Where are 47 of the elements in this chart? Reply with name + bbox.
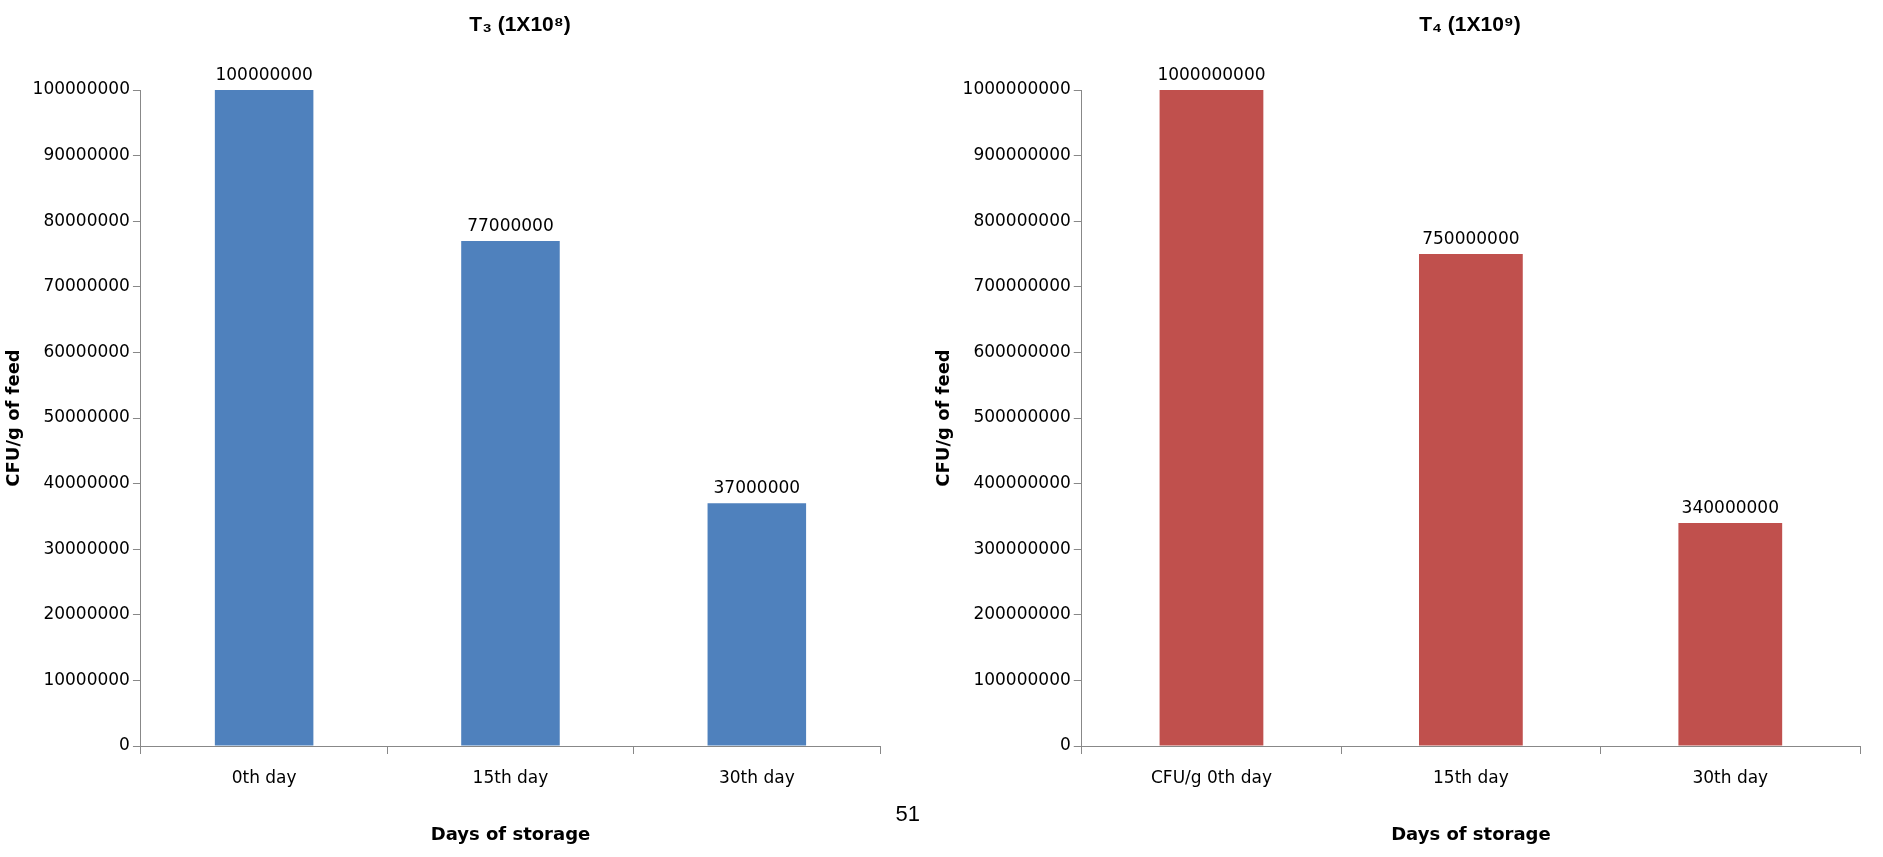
y-tick-label: 40000000 xyxy=(43,472,130,493)
y-tick-label: 300000000 xyxy=(973,537,1071,558)
x-tick-label: 30th day xyxy=(718,766,795,787)
y-tick-label: 400000000 xyxy=(973,472,1071,493)
y-tick-label: 500000000 xyxy=(973,406,1071,427)
x-axis-title: Days of storage xyxy=(430,822,591,844)
y-tick-label: 70000000 xyxy=(43,275,130,296)
x-tick-label: 30th day xyxy=(1692,766,1769,787)
y-tick-label: 100000000 xyxy=(973,668,1071,689)
y-tick-label: 20000000 xyxy=(43,603,130,624)
data-label: 100000000 xyxy=(215,63,313,84)
y-tick-label: 1000000000 xyxy=(962,78,1071,99)
y-tick-label: 80000000 xyxy=(43,209,130,230)
bar xyxy=(214,90,314,746)
bar xyxy=(461,240,560,746)
y-tick-label: 10000000 xyxy=(43,668,130,689)
bar xyxy=(1159,90,1264,746)
y-tick-label: 600000000 xyxy=(973,340,1071,361)
y-tick-label: 90000000 xyxy=(43,144,130,165)
bar xyxy=(1678,522,1783,746)
data-label: 77000000 xyxy=(467,214,554,235)
x-tick-label: 15th day xyxy=(1433,766,1509,787)
data-label: 340000000 xyxy=(1681,496,1779,517)
y-tick-label: 200000000 xyxy=(973,603,1071,624)
data-label: 750000000 xyxy=(1422,227,1520,248)
text: 51 xyxy=(895,801,920,827)
x-tick-label: 15th day xyxy=(472,766,549,787)
data-label: 37000000 xyxy=(713,477,801,498)
y-tick-label: 50000000 xyxy=(43,406,130,427)
y-tick-label: 0 xyxy=(1059,734,1071,755)
y-axis-title: CFU/g of feed xyxy=(932,349,954,487)
y-tick-label: 700000000 xyxy=(973,275,1071,296)
data-label: 1000000000 xyxy=(1157,63,1266,84)
bar xyxy=(1419,254,1523,746)
x-tick-label: CFU/g 0th day xyxy=(1150,766,1272,787)
y-tick-label: 60000000 xyxy=(43,340,130,361)
y-tick-label: 30000000 xyxy=(43,537,130,558)
y-tick-label: 900000000 xyxy=(973,144,1071,165)
x-axis-title: Days of storage xyxy=(1391,822,1551,844)
y-tick-label: 800000000 xyxy=(973,209,1071,230)
y-tick-label: 100000000 xyxy=(32,78,130,99)
chart-title: T₄ (1X10⁹) xyxy=(1418,12,1522,36)
bar xyxy=(707,503,807,746)
y-axis-title: CFU/g of feed xyxy=(2,349,24,487)
x-tick-label: 0th day xyxy=(231,766,297,787)
chart-title: T₃ (1X10⁸) xyxy=(468,12,572,36)
y-tick-label: 0 xyxy=(119,734,130,755)
